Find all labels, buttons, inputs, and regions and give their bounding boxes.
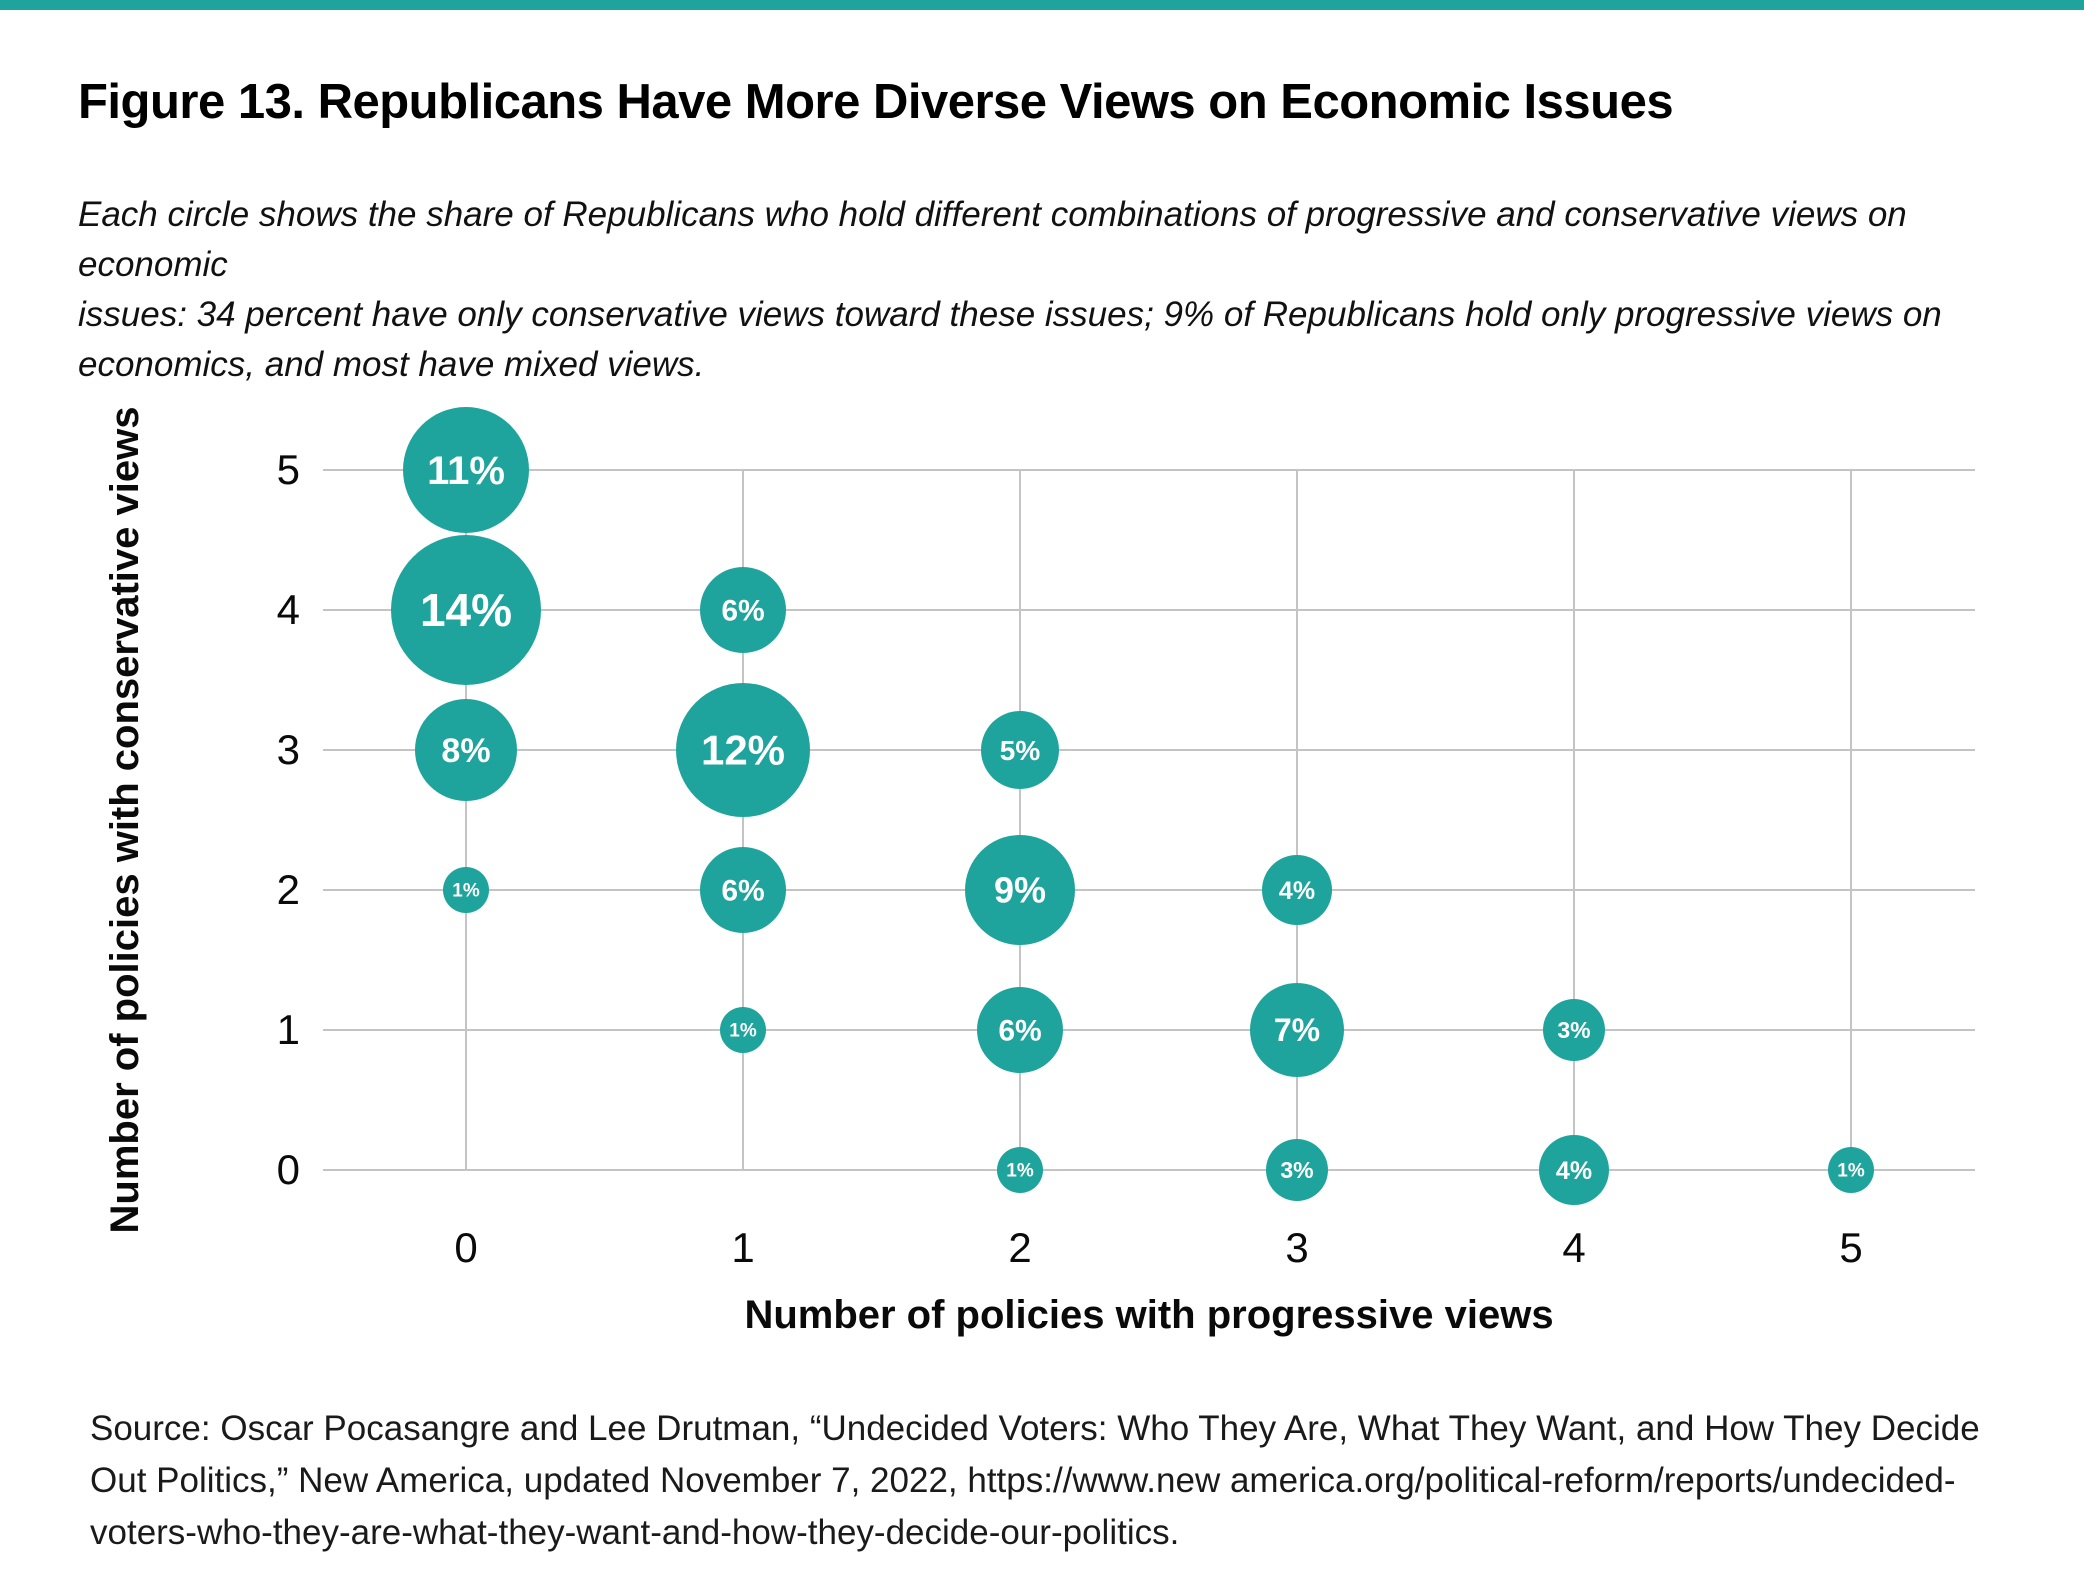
bubble-label: 6% (998, 1015, 1041, 1048)
bubble-label: 4% (1279, 877, 1315, 905)
bubble-label: 6% (721, 875, 764, 908)
bubble (1262, 855, 1332, 925)
y-axis-title: Number of policies with conservative vie… (103, 407, 147, 1234)
bubble-label: 1% (1006, 1161, 1034, 1182)
x-tick-label: 4 (1562, 1224, 1585, 1271)
x-axis-tick-labels: 0 1 2 3 4 5 (454, 1224, 1862, 1271)
x-tick-label: 1 (731, 1224, 754, 1271)
y-tick-label: 3 (277, 726, 300, 773)
bubble (1543, 999, 1605, 1061)
bubble-label: 9% (994, 870, 1046, 911)
bubble-label: 3% (1557, 1017, 1590, 1043)
bubble-label: 14% (420, 584, 512, 636)
source-note: Source: Oscar Pocasangre and Lee Drutman… (90, 1409, 1980, 1552)
bubble (1266, 1139, 1328, 1201)
horizontal-gridlines (323, 469, 1975, 1171)
vertical-gridlines (465, 470, 1852, 1170)
bubble-label: 1% (452, 881, 480, 902)
bubble-label: 1% (1837, 1161, 1865, 1182)
x-axis-title: Number of policies with progressive view… (744, 1293, 1553, 1337)
bubble-label: 6% (721, 595, 764, 628)
x-tick-label: 2 (1008, 1224, 1031, 1271)
x-tick-label: 5 (1839, 1224, 1862, 1271)
bubble (1250, 983, 1344, 1077)
bubble (415, 699, 517, 801)
bubble-label: 3% (1280, 1157, 1313, 1183)
bubble (1828, 1147, 1874, 1193)
bubble (700, 567, 786, 653)
bubble-label: 11% (427, 449, 505, 493)
bubble-label: 7% (1274, 1012, 1320, 1048)
y-axis-tick-labels: 0 1 2 3 4 5 (277, 446, 300, 1193)
bubble (676, 683, 810, 817)
y-tick-label: 5 (277, 446, 300, 493)
bubble-label: 4% (1556, 1157, 1592, 1185)
bubble (981, 711, 1059, 789)
y-tick-label: 2 (277, 866, 300, 913)
y-tick-label: 0 (277, 1146, 300, 1193)
bubble-label: 1% (729, 1021, 757, 1042)
x-tick-label: 3 (1285, 1224, 1308, 1271)
top-accent-bar (0, 0, 2084, 10)
y-tick-label: 4 (277, 586, 300, 633)
figure-title: Figure 13. Republicans Have More Diverse… (78, 75, 1674, 129)
y-tick-label: 1 (277, 1006, 300, 1053)
bubble-label: 12% (701, 727, 785, 774)
bubble (700, 847, 786, 933)
figure-subtitle: Each circle shows the share of Republica… (78, 195, 1942, 384)
x-tick-label: 0 (454, 1224, 477, 1271)
bubble (443, 867, 489, 913)
bubble-series: 11% 14% 8% 1% 6% 12% 6% 1% 5% 9% 6% 1% 4% 7% 3% 3% 4% 1% (391, 407, 1874, 1205)
bubble (720, 1007, 766, 1053)
bubble-label: 5% (1000, 735, 1041, 766)
bubble (403, 407, 529, 533)
bubble (965, 835, 1075, 945)
bubble (977, 987, 1063, 1073)
bubble (391, 535, 541, 685)
bubble (1539, 1135, 1609, 1205)
bubble (997, 1147, 1043, 1193)
bubble-label: 8% (441, 732, 490, 770)
